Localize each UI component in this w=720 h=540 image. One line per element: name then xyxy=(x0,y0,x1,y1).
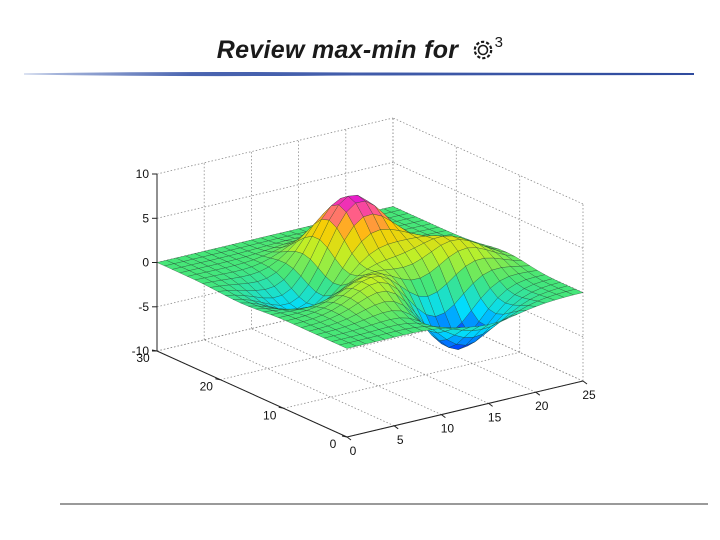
y-axis-line xyxy=(156,350,348,438)
y-tick-mark xyxy=(278,406,284,409)
title-underline xyxy=(24,71,694,77)
title-superscript: 3 xyxy=(494,34,504,51)
slide-title: Review max-min for 3 xyxy=(0,34,720,68)
y-tick-mark xyxy=(215,378,221,381)
chart-tick-labels: 0 5 10 15 20 25 0 10 20 30 10 5 0 -5 -10 xyxy=(132,167,596,458)
x-tick-mark xyxy=(393,425,399,430)
y-tick-label: 0 xyxy=(330,437,337,451)
chart-surface xyxy=(156,195,584,350)
z-tick-label: -10 xyxy=(132,344,150,358)
x-tick-label: 10 xyxy=(441,422,455,436)
x-tick-label: 15 xyxy=(488,410,502,424)
x-tick-label: 0 xyxy=(350,444,357,458)
y-tick-label: 30 xyxy=(136,351,150,365)
gear-icon xyxy=(472,39,494,68)
y-tick-label: 20 xyxy=(200,380,214,394)
x-tick-mark xyxy=(582,380,588,385)
x-tick-mark xyxy=(535,391,541,396)
grid-line xyxy=(283,351,520,409)
z-tick-label: 5 xyxy=(142,211,149,225)
x-tick-mark xyxy=(488,402,493,407)
x-tick-label: 5 xyxy=(397,433,404,447)
footer-divider xyxy=(60,503,708,505)
grid-line xyxy=(204,339,395,427)
x-tick-mark xyxy=(441,414,446,419)
z-tick-label: 10 xyxy=(136,167,150,181)
surface-patch xyxy=(338,342,357,349)
chart-axes xyxy=(151,173,588,441)
x-axis-line xyxy=(346,380,584,438)
grid-line xyxy=(392,117,584,205)
grid-line xyxy=(156,117,394,175)
z-tick-label: 0 xyxy=(142,256,149,270)
z-tick-label: -5 xyxy=(138,300,149,314)
x-tick-label: 25 xyxy=(582,388,596,402)
y-tick-mark xyxy=(341,435,348,438)
x-tick-label: 20 xyxy=(535,399,549,413)
y-tick-label: 10 xyxy=(263,408,277,422)
x-tick-mark xyxy=(346,436,352,441)
slide-title-text: Review max-min for xyxy=(216,36,459,64)
